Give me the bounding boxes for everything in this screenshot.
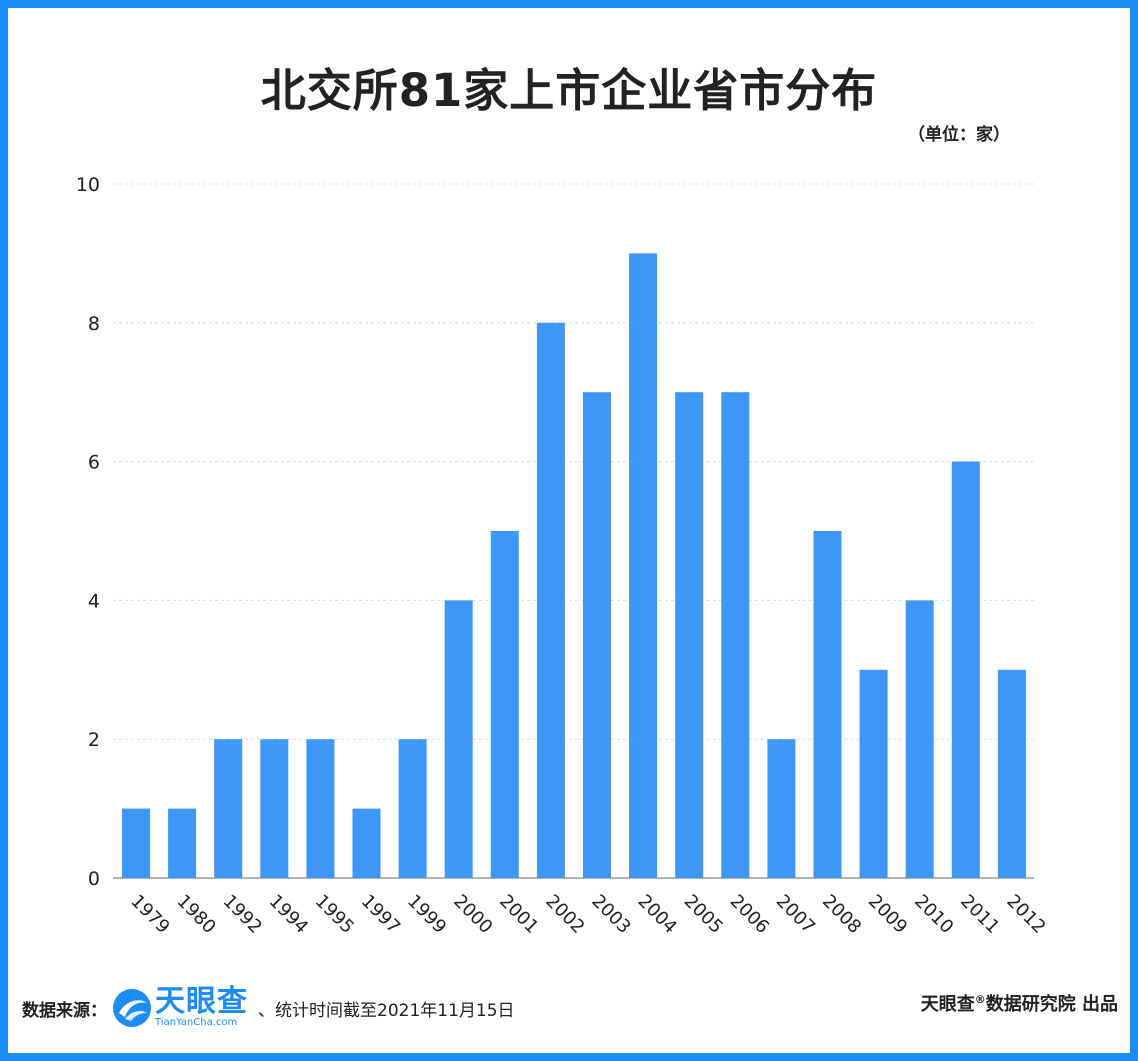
- bar-1992: [214, 739, 243, 878]
- x-tick-label: 2010: [910, 891, 957, 938]
- x-tick-label: 1980: [173, 891, 220, 938]
- x-tick-label: 2002: [541, 891, 588, 938]
- bar-2011: [951, 461, 980, 878]
- bar-2009: [859, 669, 888, 878]
- x-tick-label: 2005: [680, 891, 727, 938]
- bar-2008: [813, 531, 842, 878]
- unit-label: （单位：家）: [908, 125, 1010, 145]
- x-tick-label: 2003: [587, 891, 634, 938]
- chart-title: 北交所81家上市企业省市分布: [260, 64, 878, 117]
- bar-1979: [122, 808, 150, 878]
- bar-2002: [536, 322, 565, 878]
- y-tick-label: 6: [88, 452, 100, 474]
- x-tick-label: 2011: [956, 891, 1003, 938]
- registered-mark: ®: [974, 993, 986, 1006]
- y-tick-label: 10: [76, 174, 100, 196]
- logo-brand-text: 天眼查: [155, 984, 248, 1019]
- bar-1995: [306, 739, 335, 878]
- stat-date: 、统计时间截至2021年11月15日: [258, 1000, 515, 1021]
- bar-2003: [583, 392, 611, 878]
- logo-url-text: TianYanCha.com: [155, 1017, 238, 1028]
- source-label: 数据来源：: [22, 1000, 107, 1021]
- tianyancha-logo: 天眼查 TianYanCha.com: [111, 987, 248, 1029]
- x-tick-label: 1995: [311, 891, 358, 938]
- bar-2005: [675, 392, 704, 878]
- x-tick-label: 1999: [403, 891, 450, 938]
- credit-text: 数据研究院 出品: [985, 994, 1118, 1015]
- x-tick-label: 1979: [126, 891, 173, 938]
- y-tick-label: 0: [88, 868, 100, 890]
- credit-footer: 天眼查®数据研究院 出品: [921, 990, 1118, 1016]
- y-tick-label: 8: [88, 313, 100, 335]
- bar-2012: [997, 669, 1026, 878]
- x-tick-label: 2009: [864, 891, 911, 938]
- x-tick-label: 1994: [265, 891, 312, 938]
- x-tick-label: 2008: [818, 891, 865, 938]
- bar-2001: [490, 531, 519, 878]
- bar-1999: [398, 739, 427, 878]
- credit-brand: 天眼查: [920, 994, 975, 1015]
- source-footer: 数据来源： 天眼查 TianYanCha.com 、统计时间截至2021年11月…: [22, 986, 515, 1030]
- y-tick-label: 2: [88, 729, 100, 751]
- bar-2006: [721, 392, 750, 878]
- x-tick-label: 2001: [495, 891, 542, 938]
- x-tick-label: 2006: [726, 891, 773, 938]
- bar-1980: [168, 808, 197, 878]
- bar-1994: [260, 739, 289, 878]
- bar-2000: [444, 600, 473, 878]
- bar-2010: [905, 600, 934, 878]
- x-tick-label: 1992: [219, 891, 266, 938]
- bar-2007: [767, 739, 796, 878]
- x-tick-label: 2007: [772, 891, 819, 938]
- tianyancha-logo-icon: [113, 989, 151, 1027]
- bar-2004: [629, 253, 658, 878]
- bar-1997: [352, 808, 381, 878]
- x-tick-label: 2004: [634, 891, 681, 938]
- x-tick-label: 1997: [357, 891, 404, 938]
- x-tick-label: 2012: [1002, 891, 1049, 938]
- x-tick-label: 2000: [449, 891, 496, 938]
- y-tick-label: 4: [88, 590, 100, 612]
